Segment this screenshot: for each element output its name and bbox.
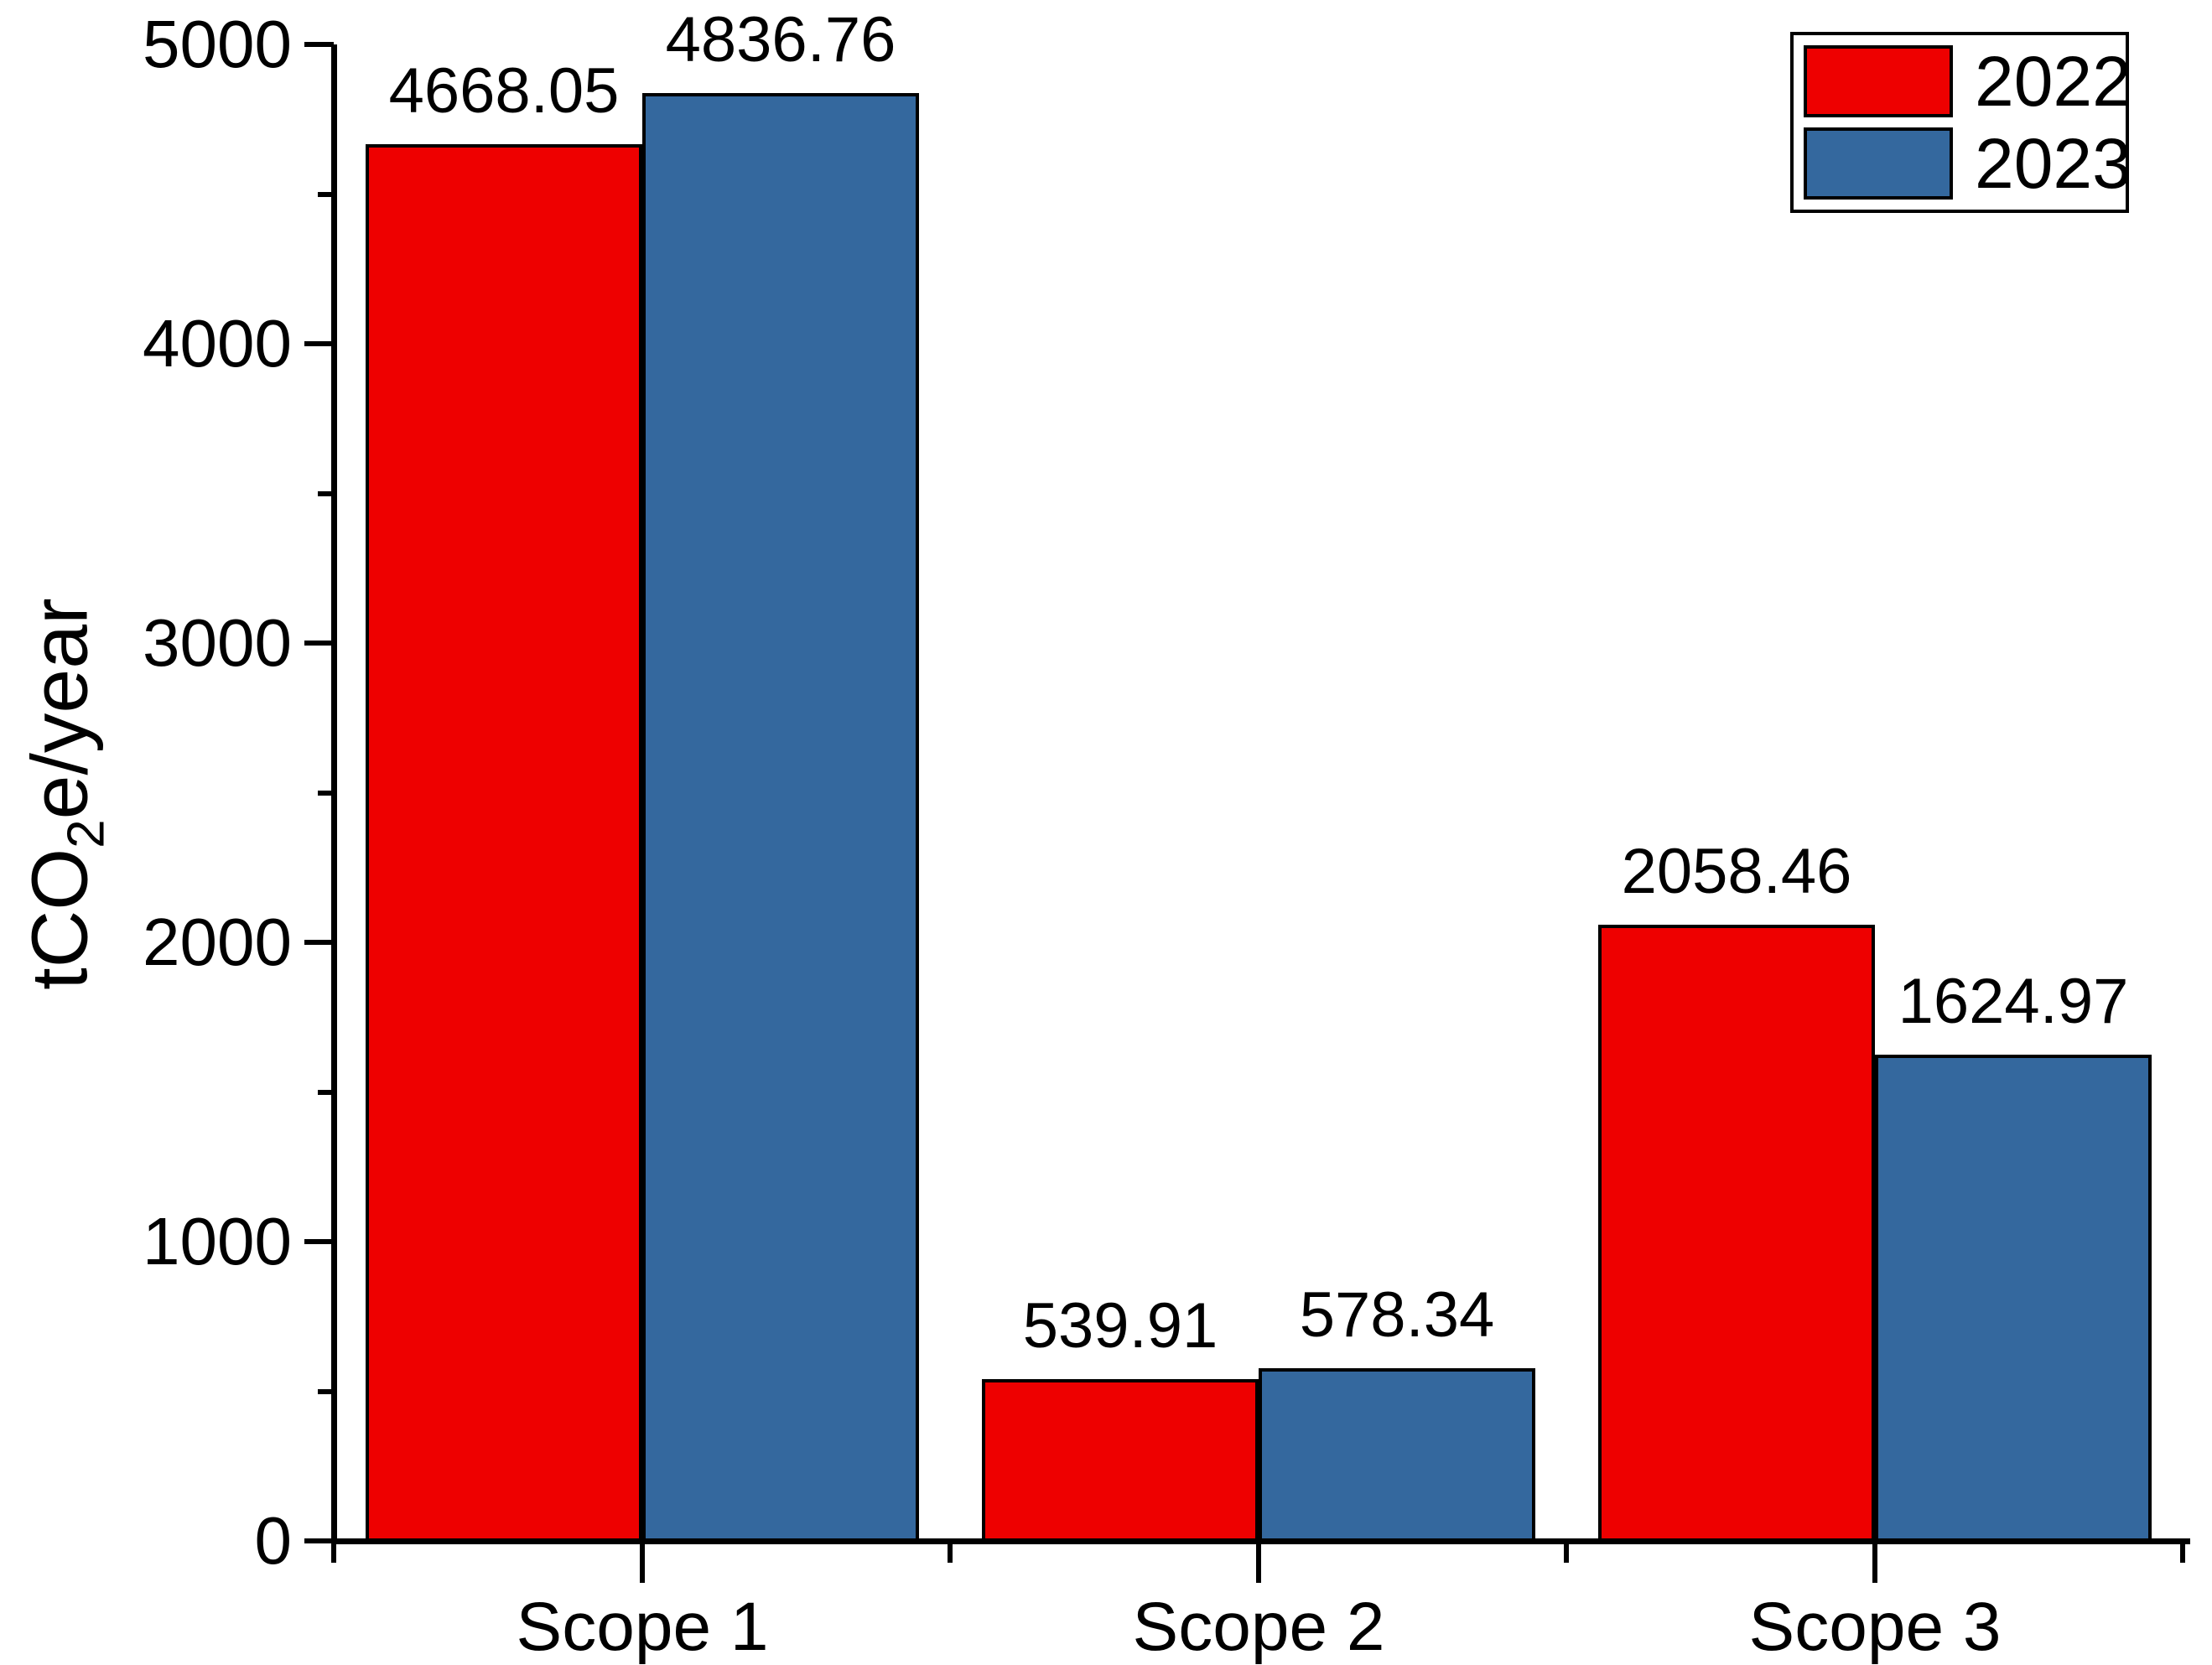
legend: 2022 2023 [1790,32,2132,213]
x-minor-tick [1564,1544,1569,1563]
y-tick-label: 1000 [143,1204,292,1279]
y-tick-label: 2000 [143,905,292,979]
x-minor-tick [948,1544,953,1563]
legend-item-2022: 2022 [1794,45,2132,117]
y-axis-title-text: tCO [15,848,105,990]
y-axis-title-subscript: 2 [57,819,116,848]
x-category-label: Scope 1 [516,1589,769,1665]
x-category-label: Scope 2 [1132,1589,1385,1665]
bar-value-label: 1624.97 [1898,966,2129,1037]
y-major-tick [304,1538,334,1543]
bar-value-label: 4668.05 [388,55,620,127]
x-category-label: Scope 3 [1748,1589,2002,1665]
y-tick-label: 4000 [143,306,292,381]
y-major-tick [304,641,334,646]
y-major-tick [304,1239,334,1244]
y-major-tick [304,42,334,47]
bar-2023-scope-1 [642,93,919,1544]
legend-item-2023: 2023 [1794,127,2132,200]
y-tick-label: 5000 [143,7,292,81]
x-major-tick [1256,1544,1261,1583]
y-minor-tick [318,1389,334,1394]
y-axis-line [331,44,337,1544]
x-minor-tick [331,1544,336,1563]
legend-label-2023: 2023 [1975,124,2132,203]
bar-2023-scope-3 [1875,1055,2152,1544]
bar-value-label: 578.34 [1299,1279,1495,1351]
legend-label-2022: 2022 [1975,42,2132,121]
y-minor-tick [318,491,334,496]
bar-2022-scope-3 [1598,925,1875,1544]
bar-value-label: 539.91 [1022,1290,1218,1362]
bar-value-label: 2058.46 [1621,836,1852,907]
y-minor-tick [318,192,334,197]
y-minor-tick [318,1090,334,1095]
y-axis-title: tCO2e/year [16,598,116,989]
bar-2023-scope-2 [1259,1368,1535,1544]
bar-value-label: 4836.76 [665,4,896,75]
bar-2022-scope-1 [366,144,642,1544]
legend-swatch-2022 [1804,45,1953,117]
y-major-tick [304,341,334,346]
x-minor-tick [2180,1544,2185,1563]
x-major-tick [640,1544,645,1583]
y-tick-label: 0 [254,1503,293,1578]
y-axis-title-text2: e/year [15,598,105,820]
x-major-tick [1872,1544,1877,1583]
bar-2022-scope-2 [982,1379,1259,1544]
x-axis-line [331,1538,2190,1544]
y-major-tick [304,940,334,945]
legend-swatch-2023 [1804,127,1953,200]
y-minor-tick [318,791,334,796]
y-tick-label: 3000 [143,605,292,680]
